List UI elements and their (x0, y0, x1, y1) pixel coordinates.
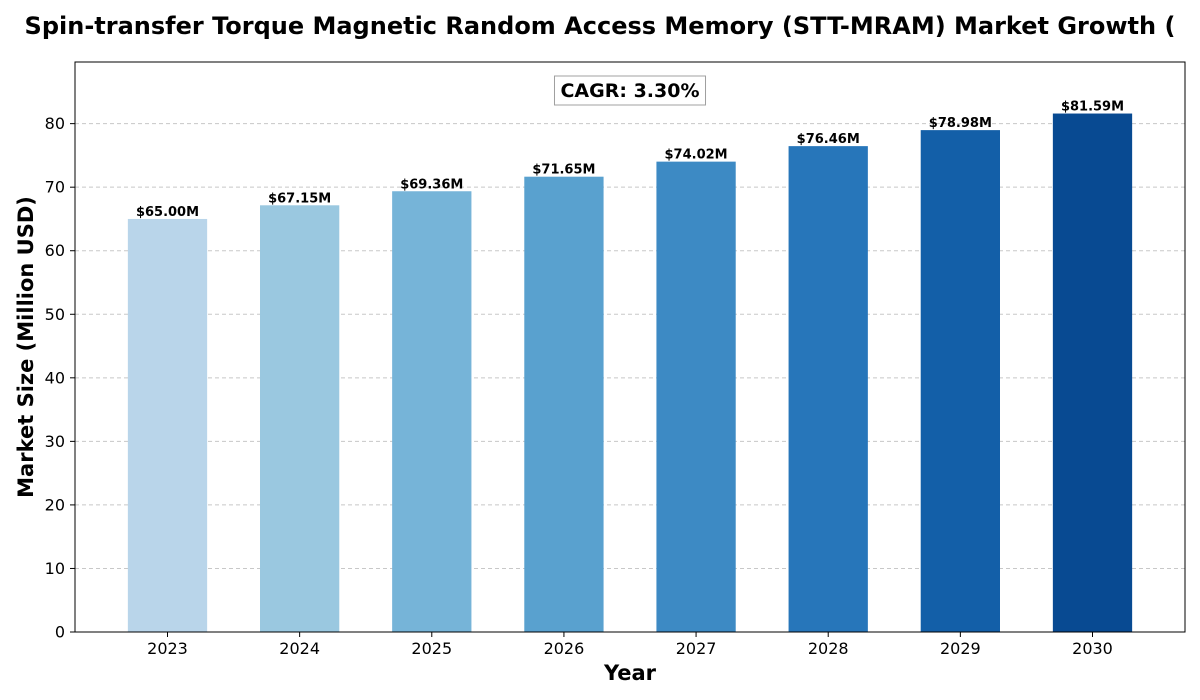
bar-2028 (788, 146, 868, 632)
bar-2026 (524, 176, 604, 633)
bar-value-label: $78.98M (929, 116, 992, 131)
y-tick-label: 80 (45, 114, 65, 133)
bars (127, 113, 1133, 633)
bar-2023 (127, 218, 208, 632)
bar-2025 (392, 191, 472, 632)
bar-value-label: $76.46M (797, 132, 860, 147)
y-tick-label: 30 (45, 432, 65, 451)
x-tick-label: 2030 (1072, 639, 1113, 658)
y-tick-label: 40 (45, 368, 65, 387)
x-axis-ticks: 2023 2024 2025 2026 2027 2028 2029 2030 (147, 632, 1113, 658)
bar-value-label: $74.02M (665, 148, 728, 163)
x-tick-label: 2023 (147, 639, 188, 658)
y-tick-label: 50 (45, 305, 65, 324)
cagr-box-frame (553, 75, 707, 106)
bar-value-label: $67.15M (268, 191, 331, 206)
bar-value-label: $81.59M (1061, 100, 1124, 115)
bar-value-label: $65.00M (136, 205, 199, 220)
y-tick-label: 70 (45, 178, 65, 197)
grid-lines (75, 123, 1185, 569)
bar-2029 (920, 130, 1000, 632)
chart-title: Spin-transfer Torque Magnetic Random Acc… (25, 12, 1176, 40)
bar-2030 (1052, 113, 1133, 633)
x-tick-label: 2026 (544, 639, 585, 658)
cagr-text: CAGR: 3.30% (560, 80, 699, 102)
bar-2024 (260, 205, 340, 632)
y-axis-label: Market Size (Million USD) (14, 196, 38, 498)
data-labels: $65.00M $67.15M $69.36M $71.65M $74.02M $76.4… (136, 100, 1124, 220)
y-tick-label: 0 (55, 623, 65, 642)
y-tick-label: 60 (45, 241, 65, 260)
y-axis-ticks: 0 10 20 30 40 50 60 70 80 (45, 114, 75, 642)
bar-value-label: $71.65M (532, 163, 595, 178)
bar-value-label: $69.36M (400, 177, 463, 192)
x-tick-label: 2028 (808, 639, 849, 658)
bar-2027 (656, 161, 736, 632)
x-tick-label: 2029 (940, 639, 981, 658)
x-tick-label: 2027 (676, 639, 717, 658)
y-tick-label: 20 (45, 495, 65, 514)
x-tick-label: 2025 (411, 639, 452, 658)
x-tick-label: 2024 (279, 639, 320, 658)
x-axis-label: Year (603, 661, 657, 685)
y-tick-label: 10 (45, 559, 65, 578)
plot-frame (74, 61, 1186, 633)
cagr-annotation: CAGR: 3.30% (553, 75, 707, 106)
